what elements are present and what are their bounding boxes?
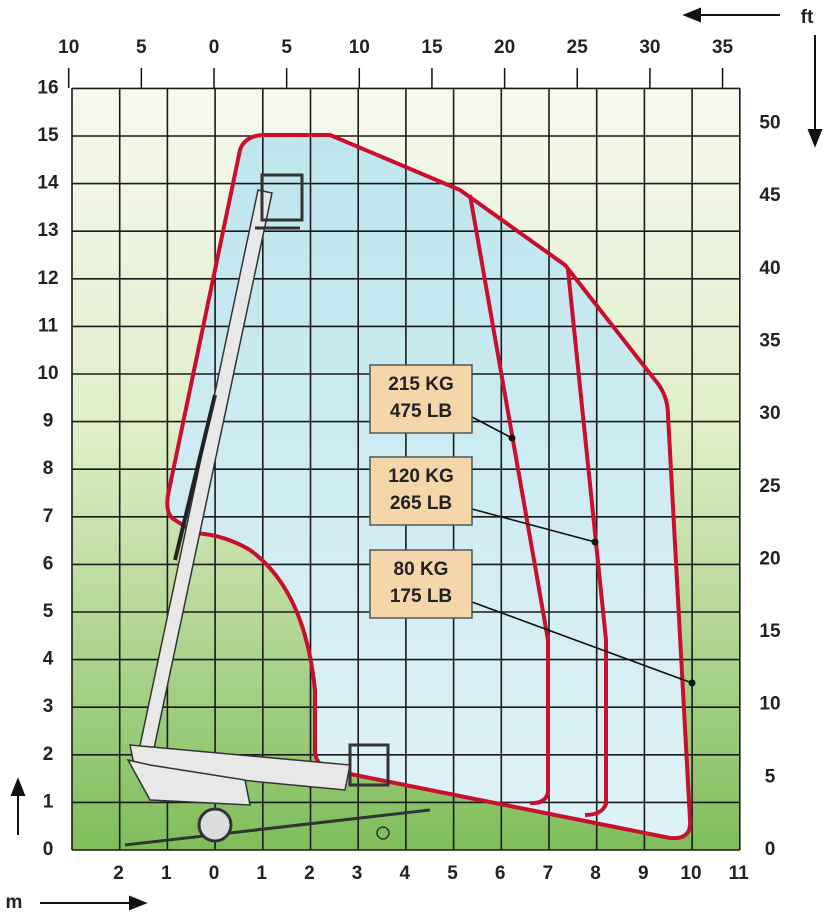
left-tick-label: 8 — [43, 458, 54, 479]
load-kg: 120 KG — [388, 466, 453, 487]
load-box — [369, 549, 473, 619]
right-tick-label: 40 — [759, 258, 780, 279]
bottom-tick-label: 9 — [638, 863, 649, 884]
right-tick-label: 20 — [759, 548, 780, 569]
load-kg: 80 KG — [394, 559, 449, 580]
bottom-tick-label: 1 — [256, 863, 267, 884]
leader-dot — [688, 679, 696, 687]
envelope-80kg — [165, 133, 693, 841]
top-tick-label: 25 — [567, 37, 589, 58]
top-tick-label: 0 — [209, 37, 220, 58]
load-labels: 215 KG 475 LB 120 KG 265 LB 80 KG 175 LB — [369, 364, 696, 687]
envelope-120kg — [566, 269, 608, 817]
top-tick-label: 10 — [349, 37, 370, 58]
right-tick-label: 15 — [759, 621, 781, 642]
leader-line — [471, 601, 693, 684]
right-tick-label: 0 — [765, 839, 776, 860]
bottom-tick-label: 10 — [680, 863, 701, 884]
bottom-tick-label: 8 — [590, 863, 601, 884]
load-lb: 475 LB — [390, 401, 452, 422]
bottom-tick-label: 4 — [400, 863, 411, 884]
top-tick-label: 30 — [639, 37, 660, 58]
left-tick-label: 11 — [38, 315, 59, 336]
leader-dot — [591, 538, 599, 546]
right-tick-label: 45 — [759, 185, 781, 206]
left-tick-label: 4 — [43, 649, 54, 670]
bottom-tick-label: 3 — [352, 863, 363, 884]
left-tick-label: 13 — [37, 220, 58, 241]
unit-label-ft: ft — [801, 7, 814, 28]
bottom-tick-label: 11 — [729, 863, 750, 884]
right-tick-label: 25 — [759, 476, 781, 497]
lift-machine — [124, 173, 431, 847]
top-tick-label: 35 — [712, 37, 734, 58]
right-tick-label: 10 — [759, 694, 780, 715]
right-tick-label: 50 — [759, 113, 780, 134]
top-tick-label: 5 — [281, 37, 292, 58]
load-box — [369, 456, 473, 526]
load-box — [369, 364, 473, 434]
bottom-tick-label: 7 — [543, 863, 554, 884]
left-tick-label: 3 — [43, 696, 54, 717]
left-tick-label: 2 — [43, 744, 54, 765]
bottom-tick-label: 5 — [447, 863, 458, 884]
left-tick-label: 6 — [43, 553, 54, 574]
load-lb: 175 LB — [390, 586, 452, 607]
left-tick-label: 9 — [43, 411, 54, 432]
bottom-tick-label: 2 — [113, 863, 124, 884]
tick-labels: 10 5 0 5 10 15 20 25 30 3505101520253035404550012… — [37, 37, 781, 884]
bottom-tick-label: 1 — [161, 863, 172, 884]
left-tick-label: 7 — [43, 506, 54, 527]
bottom-tick-label: 6 — [495, 863, 506, 884]
right-tick-label: 30 — [759, 403, 780, 424]
right-tick-label: 5 — [765, 766, 776, 787]
leader-dot — [508, 434, 516, 442]
top-tick-label: 20 — [494, 37, 515, 58]
left-tick-label: 16 — [37, 77, 58, 98]
leader-line — [471, 508, 596, 543]
leader-line — [471, 416, 513, 439]
bottom-tick-label: 2 — [304, 863, 315, 884]
top-tick-label: 15 — [421, 37, 443, 58]
unit-arrows — [10, 7, 823, 911]
left-tick-label: 0 — [43, 839, 54, 860]
left-tick-label: 12 — [37, 268, 58, 289]
load-lb: 265 LB — [390, 493, 452, 514]
left-tick-label: 5 — [43, 601, 54, 622]
envelope-215kg — [468, 194, 550, 806]
bottom-tick-label: 0 — [209, 863, 220, 884]
top-tick-label: 5 — [136, 37, 147, 58]
left-tick-label: 14 — [37, 173, 59, 194]
left-tick-label: 10 — [37, 363, 58, 384]
unit-label-m: m — [6, 892, 23, 913]
right-tick-label: 35 — [759, 330, 781, 351]
left-tick-label: 15 — [37, 125, 59, 146]
left-tick-label: 1 — [43, 791, 54, 812]
load-kg: 215 KG — [388, 374, 453, 395]
top-tick-label: 10 — [58, 37, 79, 58]
